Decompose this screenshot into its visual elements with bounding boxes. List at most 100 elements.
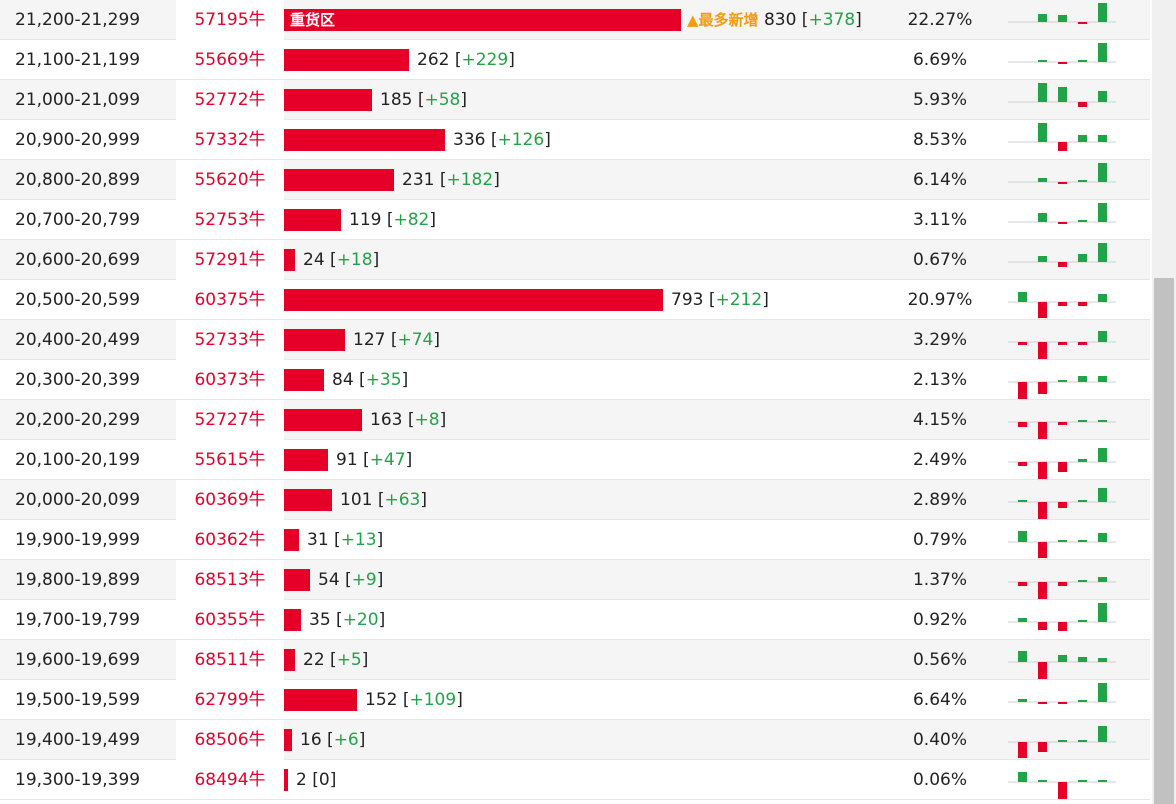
contract-code-link[interactable]: 57332牛: [194, 130, 266, 150]
table-row[interactable]: 20,600-20,699 57291牛 24 [+18] 0.67%: [0, 240, 1150, 280]
percent-share: 0.67%: [912, 250, 967, 270]
percent-share: 6.64%: [912, 690, 967, 710]
table-row[interactable]: 20,300-20,399 60373牛 84 [+35] 2.13%: [0, 360, 1150, 400]
table-row[interactable]: 19,600-19,699 68511牛 22 [+5] 0.56%: [0, 640, 1150, 680]
trend-sparkline: [1008, 83, 1116, 107]
contract-code-link[interactable]: 62799牛: [194, 690, 266, 710]
volume-bar: [284, 529, 299, 551]
sparkline-bar: [1098, 243, 1107, 262]
table-row[interactable]: 20,900-20,999 57332牛 336 [+126] 8.53%: [0, 120, 1150, 160]
contract-code-link[interactable]: 55669牛: [194, 50, 266, 70]
count-cell: 84 [+35]: [332, 370, 409, 390]
trend-sparkline: [1008, 726, 1116, 758]
sparkline-bar: [1038, 342, 1047, 359]
trend-sparkline: [1008, 292, 1116, 318]
sparkline-bar: [1038, 662, 1047, 679]
volume-bar: [284, 49, 409, 71]
price-range-label: 19,700-19,799: [15, 610, 141, 630]
sparkline-bar: [1058, 582, 1067, 586]
table-row[interactable]: 20,200-20,299 52727牛 163 [+8] 4.15%: [0, 400, 1150, 440]
contract-code-link[interactable]: 57195牛: [176, 0, 284, 40]
percent-share: 2.89%: [912, 490, 967, 510]
count-delta: +18: [336, 250, 373, 270]
scrollbar-thumb[interactable]: [1154, 278, 1174, 804]
sparkline-bar: [1038, 123, 1047, 142]
table-row[interactable]: 21,200-21,299 57195牛 重货区 ▲最多新增 830 [+378] 22…: [0, 0, 1150, 40]
count-value: 336: [453, 130, 486, 150]
table-row[interactable]: 19,400-19,499 68506牛 16 [+6] 0.40%: [0, 720, 1150, 760]
count-cell: 24 [+18]: [303, 250, 380, 270]
price-range-label: 20,700-20,799: [15, 210, 141, 230]
sparkline-bar: [1098, 577, 1107, 582]
table-row[interactable]: 20,800-20,899 55620牛 231 [+182] 6.14%: [0, 160, 1150, 200]
count-delta: +5: [336, 650, 362, 670]
sparkline-bar: [1098, 780, 1107, 782]
contract-code-link[interactable]: 55615牛: [194, 450, 266, 470]
contract-code-link[interactable]: 60373牛: [194, 370, 266, 390]
percent-share: 0.79%: [912, 530, 967, 550]
count-cell: ▲最多新增 830 [+378]: [687, 10, 862, 30]
table-row[interactable]: 19,300-19,399 68494牛 2 [0] 0.06%: [0, 760, 1150, 800]
sparkline-bar: [1038, 213, 1047, 222]
table-row[interactable]: 21,000-21,099 52772牛 185 [+58] 5.93%: [0, 80, 1150, 120]
contract-code-link[interactable]: 57291牛: [176, 240, 284, 280]
price-range-table: 21,200-21,299 57195牛 重货区 ▲最多新增 830 [+378] 22…: [0, 0, 1150, 800]
price-range-label: 21,000-21,099: [15, 90, 141, 110]
contract-code-link[interactable]: 52772牛: [176, 80, 284, 120]
contract-code-link[interactable]: 68506牛: [176, 720, 284, 760]
table-row[interactable]: 20,500-20,599 60375牛 793 [+212] 20.97%: [0, 280, 1150, 320]
contract-code-link[interactable]: 60375牛: [194, 290, 266, 310]
sparkline-bar: [1098, 448, 1107, 462]
contract-code-link[interactable]: 60355牛: [194, 610, 266, 630]
trend-sparkline: [1008, 420, 1116, 439]
table-row[interactable]: 20,100-20,199 55615牛 91 [+47] 2.49%: [0, 440, 1150, 480]
percent-share: 2.49%: [912, 450, 967, 470]
sparkline-bar: [1018, 422, 1027, 427]
contract-code-link[interactable]: 60362牛: [194, 530, 266, 550]
percent-share: 3.11%: [912, 210, 967, 230]
trend-sparkline: [1008, 3, 1116, 24]
trend-sparkline: [1008, 651, 1116, 679]
sparkline-bar: [1058, 740, 1067, 742]
table-row[interactable]: 21,100-21,199 55669牛 262 [+229] 6.69%: [0, 40, 1150, 80]
count-value: 54: [318, 570, 340, 590]
table-row[interactable]: 19,700-19,799 60355牛 35 [+20] 0.92%: [0, 600, 1150, 640]
table-row[interactable]: 20,700-20,799 52753牛 119 [+82] 3.11%: [0, 200, 1150, 240]
count-value: 35: [309, 610, 331, 630]
contract-code-link[interactable]: 68511牛: [176, 640, 284, 680]
count-value: 16: [300, 730, 322, 750]
table-row[interactable]: 20,000-20,099 60369牛 101 [+63] 2.89%: [0, 480, 1150, 520]
contract-code-link[interactable]: 52753牛: [194, 210, 266, 230]
sparkline-bar: [1058, 142, 1067, 151]
count-delta: +35: [365, 370, 402, 390]
trend-sparkline: [1008, 488, 1116, 519]
trend-sparkline: [1008, 772, 1116, 799]
percent-share: 0.56%: [912, 650, 967, 670]
contract-code-link[interactable]: 60369牛: [176, 480, 284, 520]
sparkline-bar: [1038, 422, 1047, 439]
sparkline-bar: [1058, 782, 1067, 799]
sparkline-bar: [1058, 702, 1067, 704]
table-row[interactable]: 20,400-20,499 52733牛 127 [+74] 3.29%: [0, 320, 1150, 360]
percent-share: 6.69%: [912, 50, 967, 70]
count-delta: +63: [384, 490, 421, 510]
sparkline-bar: [1018, 742, 1027, 758]
table-row[interactable]: 19,900-19,999 60362牛 31 [+13] 0.79%: [0, 520, 1150, 560]
count-delta: +378: [808, 10, 856, 30]
contract-code-link[interactable]: 52727牛: [176, 400, 284, 440]
price-range-label: 20,000-20,099: [15, 490, 141, 510]
contract-code-link[interactable]: 55620牛: [176, 160, 284, 200]
contract-code-link[interactable]: 68513牛: [176, 560, 284, 600]
table-row[interactable]: 19,800-19,899 68513牛 54 [+9] 1.37%: [0, 560, 1150, 600]
sparkline-bar: [1058, 342, 1067, 345]
count-cell: 2 [0]: [296, 770, 337, 790]
volume-bar: [284, 609, 301, 631]
contract-code-link[interactable]: 68494牛: [194, 770, 266, 790]
percent-share: 22.27%: [907, 10, 973, 30]
contract-code-link[interactable]: 52733牛: [176, 320, 284, 360]
volume-bar: [284, 209, 341, 231]
price-range-label: 20,800-20,899: [15, 170, 141, 190]
sparkline-bar: [1018, 531, 1027, 542]
vertical-scrollbar[interactable]: [1152, 0, 1176, 804]
table-row[interactable]: 19,500-19,599 62799牛 152 [+109] 6.64%: [0, 680, 1150, 720]
